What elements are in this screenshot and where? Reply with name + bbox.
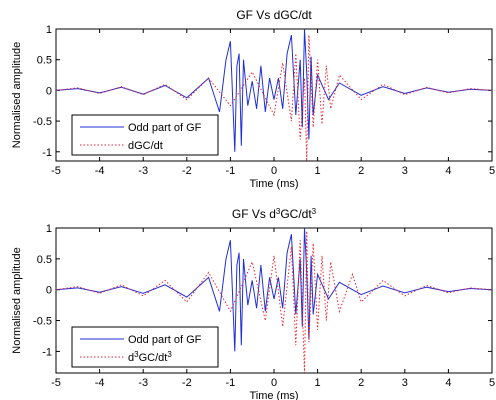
legend-label-0: Odd part of GF: [128, 122, 202, 134]
x-tick-label: 3: [402, 165, 408, 177]
y-axis-label: Normalised amplitude: [11, 42, 23, 148]
x-tick-label: -4: [95, 165, 105, 177]
x-tick-label: 0: [271, 165, 277, 177]
plot-area: [55, 227, 493, 374]
x-axis-label: Time (ms): [249, 390, 298, 400]
x-tick-label: -3: [138, 165, 148, 177]
y-tick-label: 0: [46, 85, 52, 97]
chart-title: GF Vs dGC/dt: [236, 8, 312, 22]
legend-label-1: d3GC/dt3: [128, 350, 172, 365]
legend-box: [71, 326, 219, 368]
y-tick-label: -1: [42, 147, 52, 159]
x-tick-label: 4: [445, 165, 451, 177]
y-tick-label: -1: [42, 346, 52, 358]
legend: Odd part of GF dGC/dt: [71, 114, 219, 156]
series-line-0: [56, 29, 492, 152]
legend-label-0: Odd part of GF: [128, 334, 202, 346]
x-tick-label: 0: [271, 377, 277, 389]
bottom-chart: -5 -4 -3 -2 -1 0 1 2 3 4 5 -1 -0.5 0 0.5 1 GF Vs d3GC/dt…: [11, 207, 495, 400]
legend: Odd part of GF d3GC/dt3: [71, 326, 219, 368]
chart-title: GF Vs d3GC/dt3: [232, 207, 317, 222]
x-axis-label: Time (ms): [249, 178, 298, 190]
y-tick-label: 0.5: [37, 254, 52, 266]
x-tick-label: -5: [51, 377, 61, 389]
x-tick-label: 2: [358, 165, 364, 177]
y-tick-label: -0.5: [33, 116, 52, 128]
y-tick-label: -0.5: [33, 316, 52, 328]
x-tick-label: -5: [51, 165, 61, 177]
y-tick-label: 0: [46, 285, 52, 297]
y-tick-label: 1: [46, 223, 52, 235]
y-tick-label: 0.5: [37, 55, 52, 67]
x-tick-label: -3: [138, 377, 148, 389]
x-tick-label: 1: [315, 377, 321, 389]
x-tick-label: -2: [182, 377, 192, 389]
y-axis-label: Normalised amplitude: [11, 247, 23, 353]
x-tick-label: -2: [182, 165, 192, 177]
x-tick-label: 4: [445, 377, 451, 389]
x-tick-label: 5: [489, 165, 495, 177]
x-tick-label: 2: [358, 377, 364, 389]
series-line-1: [56, 231, 492, 373]
x-tick-label: 3: [402, 377, 408, 389]
legend-box: [71, 114, 219, 156]
y-tick-label: 1: [46, 24, 52, 36]
top-chart: -5 -4 -3 -2 -1 0 1 2 3 4 5 -1 -0.5 0 0.5 1 GF Vs dGC/dt T…: [11, 8, 495, 190]
legend-label-1: dGC/dt: [128, 140, 163, 152]
x-tick-label: 5: [489, 377, 495, 389]
x-tick-label: 1: [315, 165, 321, 177]
x-tick-label: -1: [226, 377, 236, 389]
x-tick-label: -1: [226, 165, 236, 177]
x-tick-label: -4: [95, 377, 105, 389]
